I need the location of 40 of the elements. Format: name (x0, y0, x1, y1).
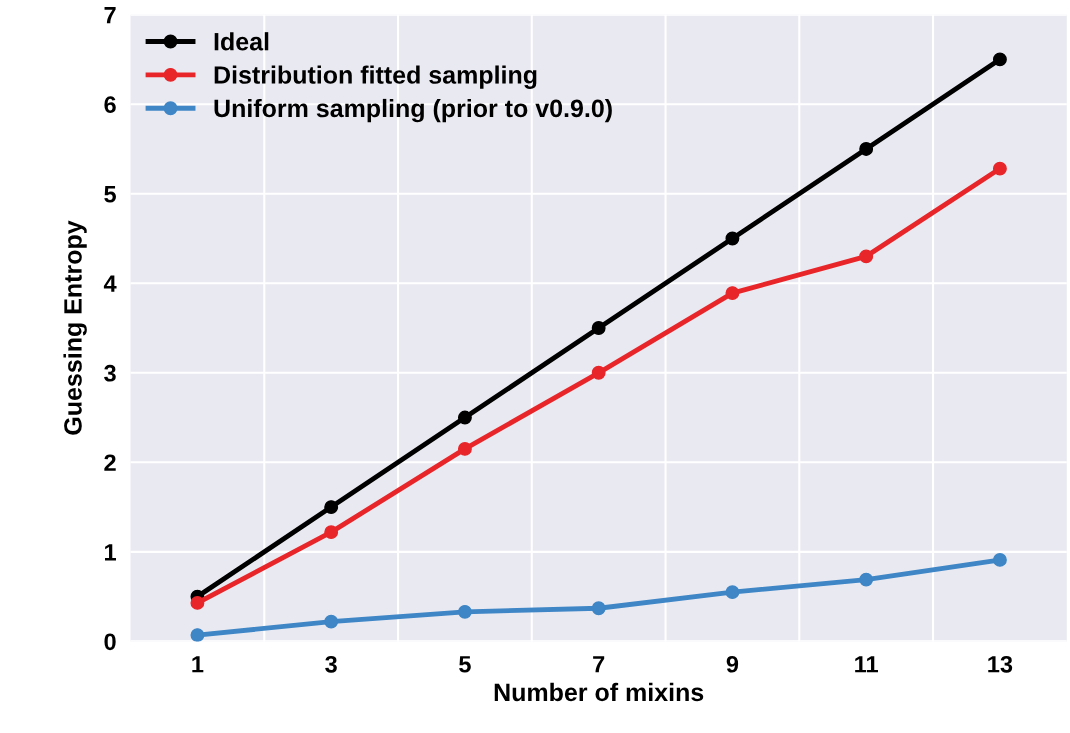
point (324, 525, 339, 540)
legend-label: Uniform sampling (prior to v0.9.0) (214, 98, 612, 123)
x-tick-label: 5 (459, 656, 471, 673)
y-tick-label: 1 (105, 544, 116, 561)
x-tick-label: 11 (855, 656, 878, 673)
x-tick-label: 3 (325, 655, 337, 673)
x-tick-label: 7 (593, 656, 605, 673)
y-tick-label: 4 (103, 275, 117, 292)
legend-label: Distribution fitted sampling (214, 65, 537, 89)
y-tick-label: 5 (104, 186, 116, 203)
point (992, 161, 1007, 176)
point (992, 552, 1007, 567)
point (859, 572, 874, 587)
point (591, 321, 606, 335)
point (725, 286, 740, 301)
point (725, 585, 740, 600)
point (457, 410, 472, 425)
point (190, 595, 205, 610)
y-tick-label: 3 (104, 364, 116, 382)
x-tick-label: 9 (726, 655, 739, 673)
point (190, 628, 205, 642)
x-axis-title: Number of mixins (494, 682, 704, 702)
x-tick-label: 1 (192, 656, 204, 673)
point (591, 601, 606, 616)
point (457, 604, 472, 619)
point (725, 231, 740, 246)
point (859, 249, 874, 264)
point (457, 441, 472, 456)
y-tick-label: 2 (104, 454, 116, 471)
point (591, 365, 606, 380)
y-tick-label: 0 (104, 633, 116, 651)
point (859, 142, 874, 156)
y-tick-label: 7 (104, 6, 116, 24)
point (992, 52, 1007, 67)
point (324, 614, 339, 629)
x-tick-label: 13 (988, 655, 1013, 673)
legend-label: Ideal (214, 32, 269, 51)
y-tick-label: 6 (104, 96, 116, 113)
y-axis-title: Guessing Entropy (63, 220, 87, 435)
point (324, 500, 339, 515)
